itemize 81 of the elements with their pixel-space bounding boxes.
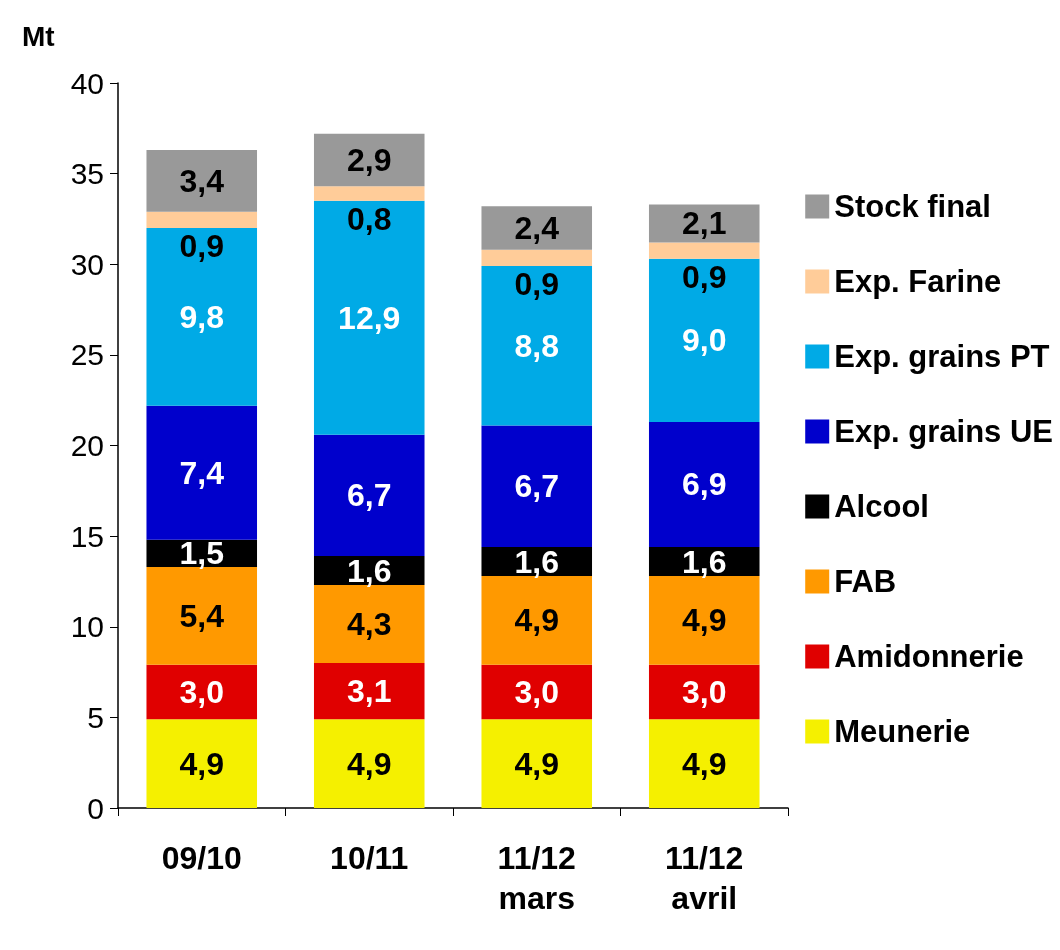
bar bbox=[313, 663, 425, 720]
legend-label: FAB bbox=[834, 564, 897, 599]
data-label: 4,9 bbox=[682, 745, 727, 782]
data-label: 2,4 bbox=[514, 210, 560, 246]
x-tick-label: 11/12 mars bbox=[497, 840, 576, 916]
bar bbox=[146, 150, 258, 212]
x-tick-label: 10/11 bbox=[330, 840, 409, 876]
legend-label: Exp. Farine bbox=[834, 264, 1002, 299]
data-label: 3,1 bbox=[347, 673, 392, 710]
bar bbox=[313, 186, 425, 201]
x-tick-label: 11/12 avril bbox=[665, 840, 744, 916]
data-label: 3,0 bbox=[682, 674, 727, 710]
data-label: 1,6 bbox=[514, 543, 559, 580]
data-label: 2,1 bbox=[682, 205, 727, 242]
data-label: 1,6 bbox=[682, 543, 727, 580]
data-label: 0,9 bbox=[682, 258, 727, 295]
data-label: 6,9 bbox=[682, 466, 727, 503]
legend-label: Meunerie bbox=[834, 714, 971, 749]
data-label: 4,9 bbox=[347, 745, 392, 782]
bar bbox=[146, 664, 258, 720]
y-tick-label: 0 bbox=[87, 791, 104, 825]
legend-label: Alcool bbox=[834, 489, 929, 524]
bar bbox=[313, 585, 425, 663]
data-label: 0,8 bbox=[347, 200, 392, 237]
data-label: 1,5 bbox=[179, 535, 224, 572]
data-label: 9,8 bbox=[179, 298, 224, 335]
y-tick-label: 40 bbox=[70, 66, 104, 100]
data-label: 0,9 bbox=[179, 228, 224, 264]
y-tick-label: 5 bbox=[87, 700, 104, 734]
data-label: 7,4 bbox=[179, 454, 225, 491]
data-label: 3,0 bbox=[179, 674, 224, 710]
data-label: 2,9 bbox=[347, 142, 392, 179]
data-label: 6,7 bbox=[347, 477, 392, 514]
y-axis-title: Mt bbox=[22, 20, 55, 52]
x-tick-label: 09/10 bbox=[161, 840, 242, 876]
bar bbox=[648, 664, 760, 720]
bar bbox=[313, 434, 425, 557]
y-tick-label: 20 bbox=[70, 429, 104, 462]
legend-label: Amidonnerie bbox=[834, 639, 1024, 674]
bar bbox=[648, 719, 760, 808]
bar bbox=[481, 664, 593, 720]
y-tick-label: 30 bbox=[70, 247, 104, 281]
bar bbox=[313, 200, 425, 435]
data-label: 4,9 bbox=[514, 602, 559, 639]
data-label: 5,4 bbox=[179, 597, 225, 634]
legend-label: Stock final bbox=[834, 189, 991, 224]
y-tick-label: 25 bbox=[70, 338, 104, 372]
bar bbox=[146, 228, 258, 406]
data-label: 1,6 bbox=[347, 552, 392, 589]
bar bbox=[481, 266, 593, 426]
bar bbox=[146, 211, 258, 228]
y-tick-label: 35 bbox=[70, 157, 104, 191]
y-tick-label: 10 bbox=[70, 610, 104, 644]
bar bbox=[481, 425, 593, 547]
data-label: 3,4 bbox=[179, 162, 225, 199]
y-tick-label: 15 bbox=[70, 519, 104, 553]
bar bbox=[648, 258, 760, 422]
data-label: 4,3 bbox=[347, 606, 392, 643]
data-label: 4,9 bbox=[682, 602, 727, 639]
data-label: 9,0 bbox=[682, 322, 727, 359]
legend-label: Exp. grains UE bbox=[834, 414, 1054, 449]
bar bbox=[481, 719, 593, 808]
data-label: 0,9 bbox=[514, 266, 559, 303]
bar bbox=[313, 719, 425, 808]
data-label: 8,8 bbox=[514, 327, 559, 364]
data-label: 12,9 bbox=[338, 299, 401, 336]
bar bbox=[648, 421, 760, 547]
bar bbox=[313, 133, 425, 187]
data-label: 4,9 bbox=[179, 745, 224, 782]
data-label: 3,0 bbox=[514, 674, 559, 710]
bar bbox=[146, 719, 258, 808]
data-label: 6,7 bbox=[514, 468, 559, 505]
bar bbox=[481, 576, 593, 665]
data-label: 4,9 bbox=[514, 745, 559, 782]
bar bbox=[648, 576, 760, 665]
bar bbox=[648, 242, 760, 259]
bar bbox=[481, 206, 593, 250]
bar bbox=[146, 405, 258, 540]
legend-label: Exp. grains PT bbox=[834, 339, 1050, 374]
bar bbox=[481, 249, 593, 267]
bar bbox=[648, 204, 760, 243]
